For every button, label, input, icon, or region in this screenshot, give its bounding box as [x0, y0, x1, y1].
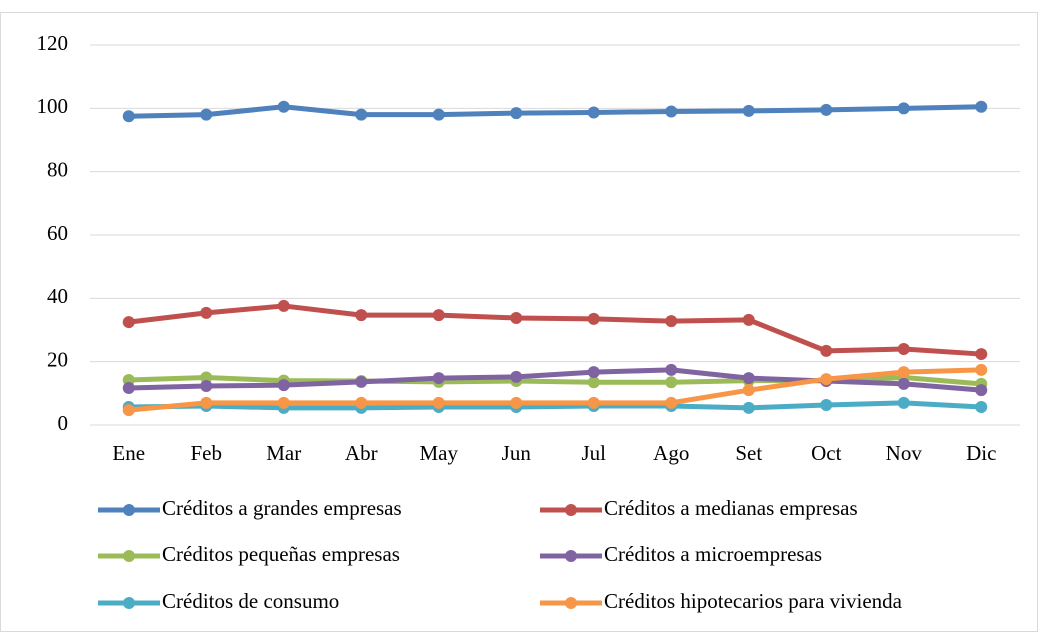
marker	[742, 313, 755, 326]
legend-marker	[123, 597, 135, 609]
marker	[975, 100, 988, 113]
marker	[355, 108, 368, 121]
marker	[742, 104, 755, 117]
marker	[432, 108, 445, 121]
marker	[122, 381, 135, 394]
y-tick-label: 100	[37, 94, 69, 118]
marker	[665, 315, 678, 328]
marker	[432, 309, 445, 322]
marker	[587, 396, 600, 409]
x-tick-label: Nov	[886, 441, 923, 465]
marker	[200, 396, 213, 409]
marker	[510, 370, 523, 383]
x-tick-label: Jul	[581, 441, 606, 465]
legend-marker	[565, 597, 577, 609]
marker	[975, 348, 988, 361]
marker	[665, 105, 678, 118]
y-tick-label: 80	[47, 157, 68, 181]
marker	[975, 384, 988, 397]
marker	[975, 400, 988, 413]
marker	[587, 366, 600, 379]
x-tick-label: Dic	[966, 441, 996, 465]
x-tick-label: Set	[735, 441, 762, 465]
legend-marker	[565, 550, 577, 562]
marker	[742, 384, 755, 397]
x-tick-label: Ago	[653, 441, 689, 465]
x-tick-label: Abr	[345, 441, 378, 465]
marker	[820, 399, 833, 412]
legend-label: Créditos hipotecarios para vivienda	[604, 589, 903, 613]
marker	[897, 377, 910, 390]
y-tick-label: 40	[47, 284, 68, 308]
marker	[510, 396, 523, 409]
series-line	[128, 367, 982, 413]
legend-marker	[123, 550, 135, 562]
marker	[277, 100, 290, 113]
marker	[665, 376, 678, 389]
marker	[277, 396, 290, 409]
x-tick-label: Ene	[112, 441, 145, 465]
marker	[820, 103, 833, 116]
marker	[355, 375, 368, 388]
series-line	[128, 367, 982, 393]
marker	[122, 404, 135, 417]
marker	[200, 371, 213, 384]
series-line	[128, 303, 982, 357]
marker	[200, 380, 213, 393]
marker	[122, 316, 135, 329]
legend-label: Créditos a medianas empresas	[604, 496, 858, 520]
x-tick-label: May	[420, 441, 459, 465]
series-line	[128, 104, 982, 119]
marker	[432, 372, 445, 385]
series-line	[128, 400, 982, 411]
marker	[277, 299, 290, 312]
marker	[897, 102, 910, 115]
marker	[742, 372, 755, 385]
y-tick-label: 60	[47, 221, 68, 245]
marker	[820, 344, 833, 357]
marker	[510, 107, 523, 120]
x-tick-label: Feb	[191, 441, 223, 465]
marker	[355, 396, 368, 409]
marker	[742, 401, 755, 414]
legend-label: Créditos a microempresas	[604, 542, 822, 566]
marker	[665, 396, 678, 409]
x-tick-label: Jun	[502, 441, 532, 465]
marker	[510, 311, 523, 324]
marker	[200, 306, 213, 319]
y-tick-label: 120	[37, 31, 69, 55]
marker	[200, 108, 213, 121]
marker	[355, 309, 368, 322]
legend-label: Créditos a grandes empresas	[162, 496, 402, 520]
marker	[277, 379, 290, 392]
x-tick-label: Oct	[811, 441, 841, 465]
marker	[897, 396, 910, 409]
marker	[432, 396, 445, 409]
x-tick-label: Mar	[266, 441, 301, 465]
marker	[897, 343, 910, 355]
y-tick-label: 0	[58, 411, 69, 435]
marker	[820, 373, 833, 386]
marker	[587, 106, 600, 119]
legend-marker	[565, 504, 577, 516]
marker	[897, 366, 910, 379]
marker	[587, 312, 600, 325]
marker	[122, 110, 135, 123]
marker	[665, 363, 678, 376]
legend-label: Créditos pequeñas empresas	[162, 542, 400, 566]
marker	[587, 376, 600, 389]
marker	[975, 363, 988, 376]
y-tick-label: 20	[47, 347, 68, 371]
legend-label: Créditos de consumo	[162, 589, 339, 613]
legend-marker	[123, 504, 135, 516]
